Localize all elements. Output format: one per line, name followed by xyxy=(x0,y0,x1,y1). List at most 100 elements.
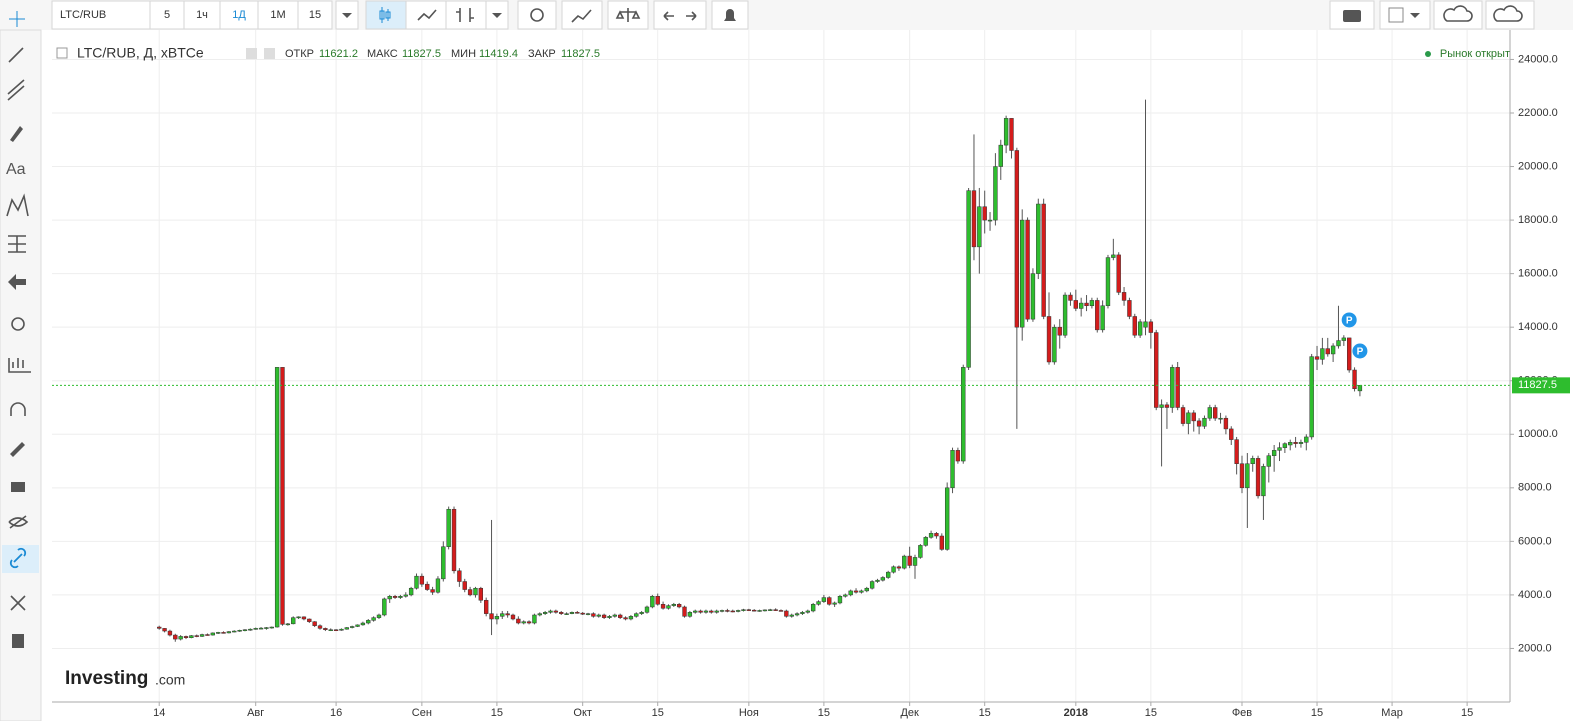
market-status: Рынок открыт xyxy=(1440,48,1510,60)
settings-btn[interactable] xyxy=(517,0,557,30)
candle-body xyxy=(1030,273,1036,320)
symbol-box[interactable] xyxy=(51,0,151,30)
candle-body xyxy=(655,595,660,605)
interval-btn[interactable] xyxy=(297,0,333,30)
candle-body xyxy=(1320,348,1325,360)
crosshair-tool[interactable] xyxy=(9,11,25,27)
brush-tool[interactable] xyxy=(10,126,23,142)
candle-body xyxy=(1304,436,1309,443)
interval-btn[interactable] xyxy=(257,0,299,30)
candle-body xyxy=(183,636,189,638)
scales-icon xyxy=(615,8,641,22)
pattern-tool[interactable] xyxy=(6,193,29,217)
candle-body xyxy=(585,613,591,615)
low-label: МИН xyxy=(451,48,476,60)
y-tick-label: 16000.0 xyxy=(1518,268,1558,280)
last-price-label: 11827.5 xyxy=(1518,379,1557,391)
candle-body xyxy=(714,610,719,613)
candle-body xyxy=(1057,326,1062,336)
interval-label[interactable]: 1М xyxy=(270,9,285,21)
eye-btn[interactable] xyxy=(246,48,257,59)
candle-body xyxy=(730,610,735,613)
x-tick-label: Мар xyxy=(1381,707,1403,719)
interval-btn[interactable] xyxy=(183,0,221,30)
candle-body xyxy=(1347,337,1352,371)
candle-body xyxy=(232,630,237,633)
text-tool[interactable]: Aa xyxy=(6,161,26,178)
candle-body xyxy=(966,190,971,368)
candle-body xyxy=(1288,442,1293,446)
candle-body xyxy=(253,628,258,630)
candle-body xyxy=(398,595,403,598)
candle-body xyxy=(1234,439,1239,464)
candle-body xyxy=(1250,458,1255,464)
layout-btn[interactable] xyxy=(1379,0,1431,30)
open-label: ОТКР xyxy=(285,48,314,60)
hide-tool[interactable] xyxy=(8,515,29,529)
candle-body xyxy=(323,628,328,630)
candle-body xyxy=(778,610,784,612)
candle-body xyxy=(553,610,559,613)
event-marker[interactable] xyxy=(1341,312,1357,328)
candle-body xyxy=(1009,118,1014,151)
candle-body xyxy=(639,612,644,614)
candle-body xyxy=(950,450,955,489)
candle-body xyxy=(944,487,950,550)
magnet-tool[interactable] xyxy=(10,402,26,416)
candle-body xyxy=(977,206,982,248)
candle-body xyxy=(918,545,923,558)
candle-body xyxy=(1089,300,1095,307)
bar-type-btn[interactable] xyxy=(445,0,487,30)
x-tick-label: 15 xyxy=(652,707,664,719)
candle-body xyxy=(1341,337,1347,341)
candle-body xyxy=(1266,455,1271,467)
candle-body xyxy=(317,625,323,629)
candle-body xyxy=(1336,340,1341,347)
collapse-btn[interactable] xyxy=(56,47,68,59)
candle-body xyxy=(891,566,896,573)
interval-label[interactable]: 15 xyxy=(309,9,321,21)
candle-body xyxy=(285,623,291,626)
measure-tool[interactable] xyxy=(8,358,31,373)
x-tick-label: 15 xyxy=(1145,707,1157,719)
candle-body xyxy=(1239,463,1245,489)
interval-label[interactable]: 5 xyxy=(164,9,170,21)
event-marker[interactable] xyxy=(1352,343,1368,359)
candle-body xyxy=(1213,407,1218,419)
candle-body xyxy=(1116,254,1121,293)
candle-body xyxy=(634,613,639,617)
candle-body xyxy=(387,595,392,600)
interval-btn[interactable] xyxy=(149,0,185,30)
candle-body xyxy=(1020,219,1025,328)
candle-body xyxy=(869,581,875,589)
settings-btn[interactable] xyxy=(264,48,275,59)
candle-body xyxy=(1014,150,1020,328)
zoom-tool[interactable] xyxy=(11,317,25,331)
draw-mode-tool[interactable] xyxy=(10,442,25,457)
candle-body xyxy=(274,367,280,628)
candle-body xyxy=(349,626,355,628)
fib-tool[interactable] xyxy=(8,235,26,253)
candle-body xyxy=(494,616,500,620)
candle-body xyxy=(1261,466,1266,497)
candle-body xyxy=(853,590,859,593)
lock-tool[interactable] xyxy=(11,482,25,492)
arrow-tool[interactable] xyxy=(8,274,26,290)
candle-body xyxy=(521,621,526,624)
candle-body xyxy=(237,629,242,632)
tools-tool[interactable] xyxy=(10,595,26,611)
delete-tool[interactable] xyxy=(12,634,24,648)
undo-redo[interactable] xyxy=(653,0,707,30)
indicators-btn[interactable] xyxy=(561,0,603,30)
link-tool[interactable] xyxy=(9,547,27,569)
interval-label[interactable]: 1Д xyxy=(232,9,246,21)
candle-body xyxy=(1186,412,1191,424)
channel-tool[interactable] xyxy=(7,79,25,101)
candle-body xyxy=(382,598,387,616)
symbol[interactable]: LTC/RUB xyxy=(60,9,106,21)
interval-btn[interactable] xyxy=(219,0,259,30)
candle-body xyxy=(355,624,360,627)
line-tool[interactable] xyxy=(8,47,24,63)
interval-label[interactable]: 1ч xyxy=(196,9,208,21)
load-btn[interactable] xyxy=(1433,0,1483,30)
